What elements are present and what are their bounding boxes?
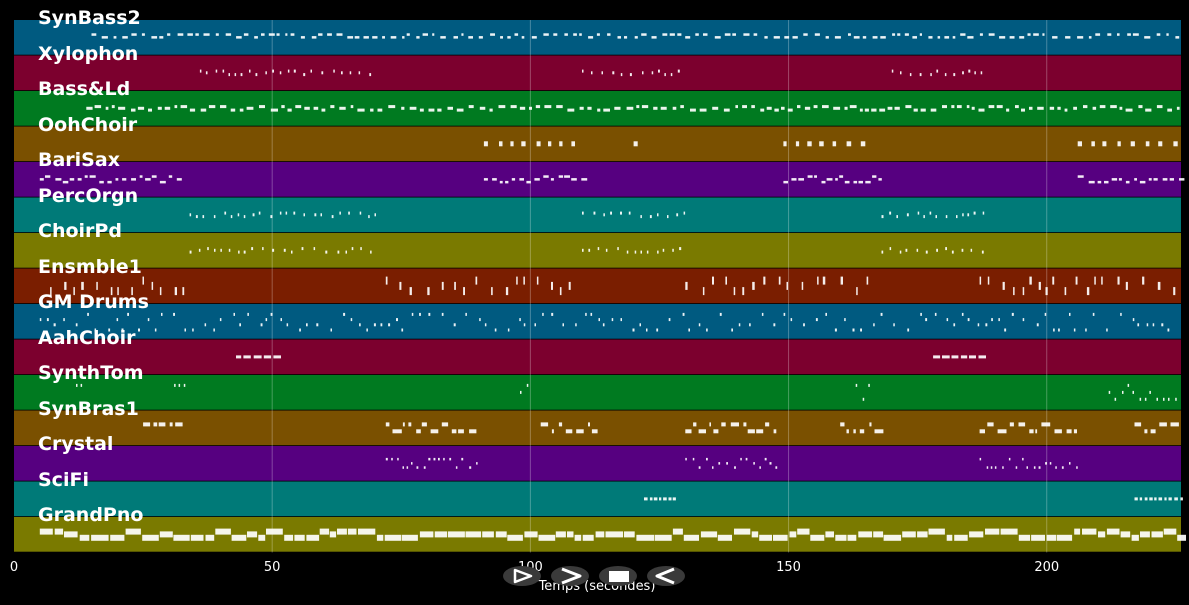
tick-label: 150 [776, 560, 801, 575]
track-label: SynBras1 [38, 397, 139, 420]
track-band [14, 481, 1181, 517]
track-notes [39, 175, 1185, 184]
play-icon [513, 568, 533, 584]
track-label: SciFi [38, 468, 89, 491]
track-notes [143, 422, 1179, 434]
chevron-left-icon [655, 567, 675, 585]
tick-label: 50 [263, 560, 281, 575]
stop-icon [609, 571, 629, 582]
track-band [14, 55, 1181, 91]
track-band [14, 268, 1181, 304]
track-label: Bass&Ld [38, 78, 131, 100]
forward-button[interactable] [551, 566, 589, 586]
track-notes [189, 247, 984, 254]
track-band [14, 126, 1181, 162]
track-notes [199, 69, 983, 77]
track-label: OohChoir [38, 113, 138, 136]
track-band [14, 410, 1181, 446]
track-label: SynthTom [38, 362, 144, 384]
track-label: BariSax [38, 149, 120, 171]
track-label: GM Drums [38, 291, 149, 313]
track-notes [76, 383, 1177, 401]
track-band [14, 20, 1181, 55]
track-band [14, 91, 1181, 126]
track-label: AahChoir [38, 326, 136, 349]
track-notes [39, 312, 1170, 332]
chevron-right-icon [561, 567, 582, 585]
track-band [14, 162, 1181, 197]
track-label: PercOrgn [38, 184, 139, 207]
track-label: Ensmble1 [38, 255, 142, 278]
track-band [14, 375, 1181, 410]
track-label: GrandPno [38, 504, 144, 526]
track-notes [50, 276, 1176, 296]
track-band [14, 304, 1181, 339]
tick-label: 200 [1034, 560, 1060, 575]
track-label: Xylophon [38, 42, 139, 65]
track-label: SynBass2 [38, 7, 141, 29]
track-band [14, 233, 1181, 268]
play-button[interactable] [503, 566, 541, 586]
track-notes [39, 528, 1186, 541]
track-notes [86, 105, 1180, 112]
track-notes [189, 211, 985, 219]
track-label: ChoirPd [38, 220, 122, 242]
tick-label: 0 [9, 560, 19, 575]
track-band [14, 197, 1181, 233]
track-notes [91, 33, 1180, 39]
track-label: Crystal [38, 433, 114, 455]
back-button[interactable] [647, 566, 685, 586]
track-notes [644, 497, 1183, 501]
track-band [14, 339, 1181, 375]
stop-button[interactable] [599, 566, 637, 586]
track-notes [385, 457, 1078, 469]
track-notes [236, 355, 986, 359]
track-band [14, 446, 1181, 481]
track-notes [483, 141, 1178, 147]
